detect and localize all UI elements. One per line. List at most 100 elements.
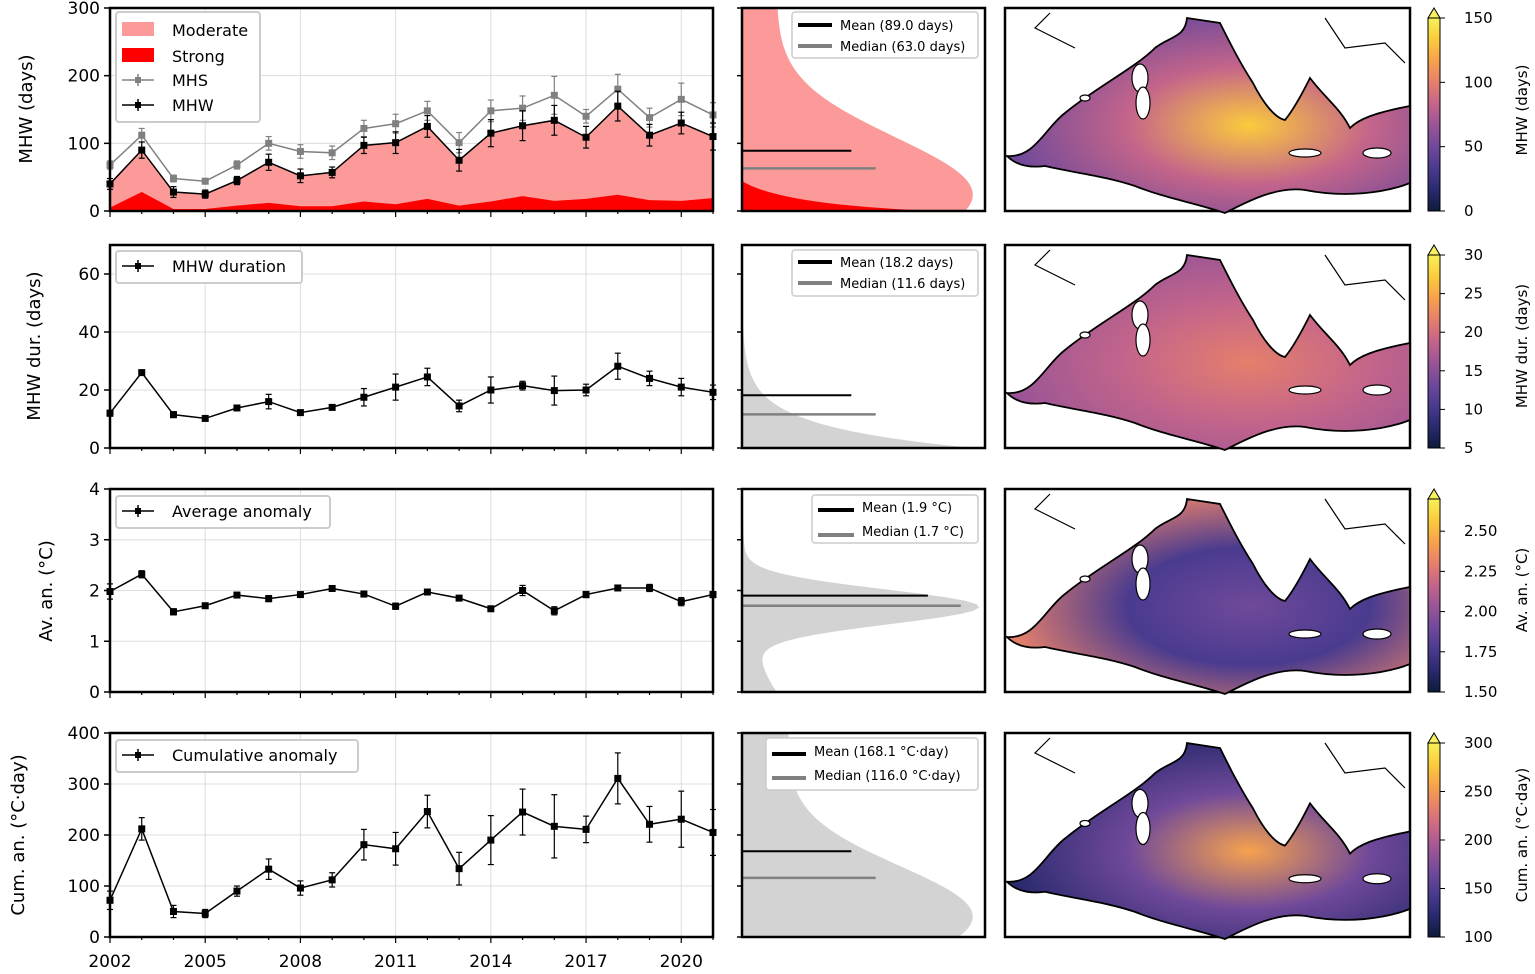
y-tick-label: 4: [89, 480, 100, 500]
row-mhw-days: MHW (days) 0 100 200 300 Moderate Strong MH…: [16, 0, 1531, 222]
y-tick-label: 300: [68, 775, 100, 795]
plot-frame: [108, 6, 715, 213]
data-point: [169, 908, 177, 915]
colorbar-tick-label: 2.00: [1464, 603, 1497, 621]
legend-swatch-strong: [122, 48, 154, 62]
data-point: [328, 584, 336, 592]
histogram-bars: [742, 489, 980, 692]
point-mhw: [328, 168, 336, 176]
data-point: [265, 865, 273, 873]
point-mhs: [296, 147, 304, 155]
ylabel-cumulative-anomaly: Cum. an. (°C·day): [8, 754, 29, 915]
colorbar-label-mhw-days: MHW (days): [1513, 65, 1531, 156]
data-point: [519, 587, 527, 594]
map-average-anomaly: [1003, 487, 1412, 695]
point-mhs: [519, 104, 527, 112]
point-mhs: [582, 112, 590, 120]
data-point: [360, 590, 368, 598]
y-tick-label: 0: [89, 683, 100, 703]
island: [1135, 86, 1151, 120]
data-point: [423, 808, 431, 816]
island: [1135, 323, 1151, 357]
map-mhw-days: [1003, 6, 1412, 214]
colorbar-tick-label: 1.75: [1464, 643, 1497, 661]
legend-mhw-duration: MHW duration: [115, 250, 303, 284]
map-cumulative-anomaly: [1003, 731, 1412, 940]
point-mhw: [169, 188, 177, 196]
series-line: [109, 573, 714, 613]
point-mhw: [455, 156, 463, 164]
x-tick-label-2002: 2002: [88, 952, 131, 972]
land-border: [1033, 493, 1406, 545]
hist-legend-mhw-duration: Mean (18.2 days) Median (11.6 days): [791, 249, 979, 297]
x-tick-label-2005: 2005: [184, 952, 227, 972]
island: [1362, 147, 1392, 159]
hist-legend-cumulative-anomaly: Mean (168.1 °C·day) Median (116.0 °C·day…: [765, 737, 979, 791]
line-mhs: [109, 88, 714, 182]
data-point: [519, 382, 527, 390]
data-point: [201, 414, 209, 422]
island: [1079, 819, 1091, 828]
island: [1288, 148, 1322, 158]
data-point: [392, 383, 400, 391]
land-border: [1033, 249, 1406, 301]
data-point: [550, 822, 558, 830]
point-mhw: [296, 172, 304, 180]
point-mhs: [423, 107, 431, 115]
legend-marker-mhs: [122, 74, 154, 86]
colorbar-tick-label: 150: [1464, 9, 1493, 27]
colorbar-tick-label: 0: [1464, 202, 1474, 220]
data-point: [392, 602, 400, 610]
point-mhs: [646, 114, 654, 122]
colorbar-tick-label: 150: [1464, 880, 1493, 898]
legend-label-mhs: MHS: [172, 71, 208, 90]
histogram-average-anomaly: [737, 487, 987, 694]
colorbar-gradient: [1427, 17, 1441, 212]
data-point: [169, 411, 177, 419]
data-point: [233, 404, 241, 412]
island: [1288, 629, 1322, 639]
legend-marker-mhw-duration: [122, 260, 154, 272]
hist-mean-label-mhw-duration: Mean (18.2 days): [840, 256, 953, 271]
y-tick-label: 1: [89, 632, 100, 652]
data-point: [138, 570, 146, 578]
colorbar-tick-label: 2.50: [1464, 522, 1497, 540]
y-tick-label: 3: [89, 531, 100, 551]
hist-mean-label-mhw-days: Mean (89.0 days): [840, 19, 953, 34]
data-point: [550, 607, 558, 615]
point-mhw: [423, 122, 431, 130]
data-point: [201, 602, 209, 610]
y-tick-label: 60: [78, 265, 100, 285]
land-border: [1033, 12, 1406, 64]
data-point: [455, 402, 463, 410]
colorbar-tick-label: 1.50: [1464, 683, 1497, 701]
data-point: [138, 369, 146, 377]
point-mhs: [487, 107, 495, 115]
colorbar-extend-arrow: [1427, 7, 1441, 19]
point-mhs: [360, 124, 368, 132]
colorbar-gradient: [1427, 742, 1441, 938]
timeseries-cumulative-anomaly: 0 100 200 300 400: [68, 724, 717, 948]
data-point: [296, 591, 304, 599]
legend-label-average-anomaly: Average anomaly: [172, 502, 312, 521]
data-point: [360, 841, 368, 849]
point-mhs: [169, 175, 177, 183]
row-mhw-duration: MHW dur. (days) 0 20 40 60 MHW duration Mea…: [24, 243, 1531, 459]
colorbar-label-cumulative-anomaly: Cum. an. (°C·day): [1513, 768, 1531, 902]
colorbar-extend-arrow: [1427, 732, 1441, 744]
point-mhw: [233, 177, 241, 185]
y-tick-label: 300: [68, 0, 100, 19]
histogram-mhw-days: [737, 6, 987, 213]
point-mhw: [646, 131, 654, 139]
land-border: [1033, 737, 1406, 789]
data-point: [328, 876, 336, 884]
point-mhs: [201, 177, 209, 185]
sea-area: [1004, 16, 1411, 214]
data-point: [614, 584, 622, 592]
legend-mhw-days: Moderate Strong MHS MHW: [115, 11, 261, 123]
timeseries-mhw-days: 0 100 200 300: [68, 0, 717, 222]
hist-median-label-cumulative-anomaly: Median (116.0 °C·day): [814, 769, 961, 784]
data-point: [423, 373, 431, 381]
sea-area: [1004, 742, 1411, 940]
